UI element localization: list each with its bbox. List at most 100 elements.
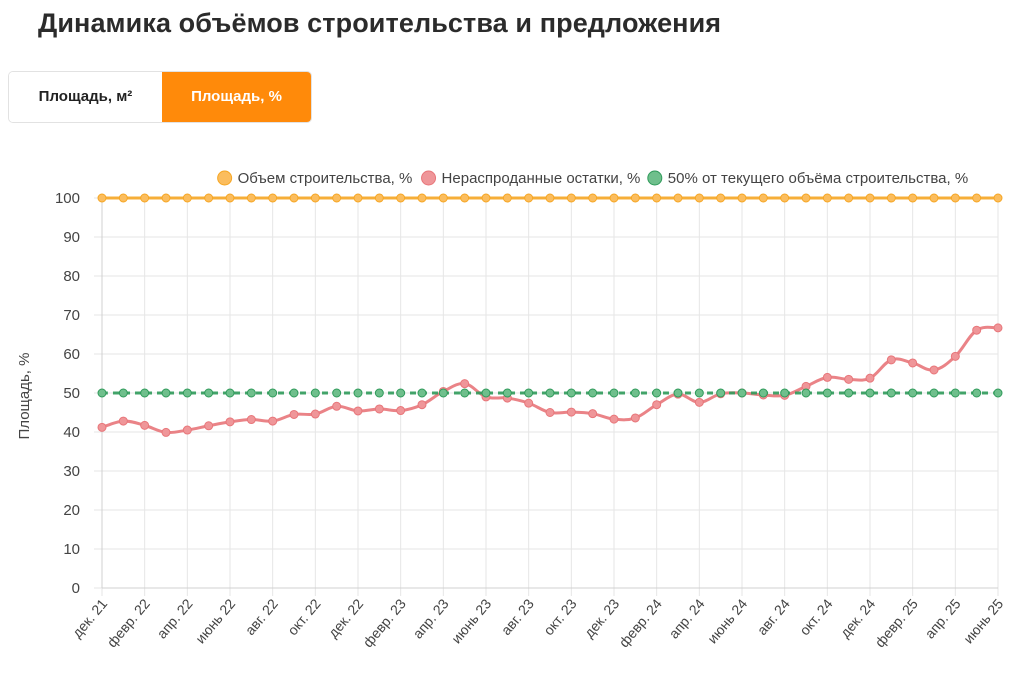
legend-marker — [647, 170, 663, 186]
data-point — [118, 193, 128, 203]
legend-item-1: Нераспроданные остатки, % — [421, 170, 640, 187]
x-tick-label: апр. 23 — [409, 595, 451, 641]
data-point — [545, 408, 555, 417]
data-point — [417, 400, 427, 410]
data-point — [652, 193, 662, 203]
data-point — [673, 193, 683, 203]
data-point — [758, 388, 768, 398]
series-2 — [97, 388, 1003, 398]
x-tick-label: дек. 23 — [581, 595, 623, 640]
data-point — [908, 388, 918, 398]
data-point — [929, 365, 939, 375]
data-point — [908, 193, 918, 203]
data-point — [950, 193, 960, 203]
data-point — [566, 407, 576, 417]
y-tick-label: 40 — [63, 424, 80, 441]
legend-marker — [217, 170, 233, 186]
data-point — [780, 193, 790, 203]
data-point — [908, 358, 918, 368]
data-point — [630, 193, 640, 203]
data-point — [225, 417, 235, 427]
x-tick-label: февр. 22 — [103, 595, 153, 650]
data-point — [502, 193, 512, 203]
data-point — [972, 193, 982, 203]
x-tick-label: июнь 23 — [448, 595, 494, 646]
y-tick-label: 0 — [72, 580, 80, 597]
data-point — [844, 374, 854, 384]
data-point — [289, 193, 299, 203]
data-point — [673, 388, 683, 398]
data-point — [182, 193, 192, 203]
data-point — [310, 388, 320, 398]
data-point — [246, 388, 256, 398]
series-0 — [97, 193, 1003, 203]
data-point — [822, 388, 832, 398]
data-point — [161, 193, 171, 203]
data-point — [460, 388, 470, 398]
data-point — [353, 406, 363, 416]
data-point — [481, 193, 491, 203]
data-point — [588, 388, 598, 398]
data-point — [630, 413, 640, 423]
data-point — [524, 193, 534, 203]
data-point — [460, 379, 470, 389]
x-tick-label: дек. 24 — [837, 595, 879, 640]
data-point — [502, 388, 512, 398]
data-point — [993, 388, 1003, 398]
data-point — [886, 355, 896, 365]
data-point — [822, 372, 832, 382]
x-tick-label: дек. 22 — [325, 595, 367, 640]
y-tick-label: 60 — [63, 346, 80, 363]
series-1 — [97, 323, 1003, 437]
data-point — [566, 388, 576, 398]
data-point — [929, 193, 939, 203]
x-tick-label: февр. 24 — [615, 595, 665, 650]
data-point — [694, 193, 704, 203]
data-point — [694, 397, 704, 407]
data-point — [182, 425, 192, 435]
data-point — [268, 416, 278, 426]
page-title: Динамика объёмов строительства и предлож… — [38, 8, 722, 38]
x-tick-label: авг. 24 — [754, 595, 793, 638]
data-point — [332, 193, 342, 203]
data-point — [801, 193, 811, 203]
x-tick-label: февр. 25 — [871, 595, 921, 650]
y-axis-ticks: 0 10 20 30 40 50 60 70 80 90 100 — [55, 190, 80, 597]
y-tick-label: 20 — [63, 502, 80, 519]
data-point — [268, 388, 278, 398]
x-tick-label: окт. 23 — [540, 595, 580, 638]
data-point — [204, 388, 214, 398]
data-point — [310, 409, 320, 419]
x-tick-label: окт. 22 — [284, 595, 324, 638]
data-point — [396, 388, 406, 398]
data-point — [118, 388, 128, 398]
data-point — [353, 388, 363, 398]
y-tick-label: 30 — [63, 463, 80, 480]
legend-item-0: Объем строительства, % — [217, 170, 412, 187]
data-point — [758, 193, 768, 203]
x-tick-label: авг. 23 — [498, 595, 537, 638]
data-point — [630, 388, 640, 398]
data-point — [652, 388, 662, 398]
data-point — [374, 193, 384, 203]
data-point — [118, 416, 128, 426]
x-tick-label: дек. 21 — [69, 595, 111, 640]
tab-area-m2[interactable]: Площадь, м² — [9, 72, 162, 122]
x-tick-label: авг. 22 — [242, 595, 281, 638]
data-point — [438, 193, 448, 203]
data-point — [694, 388, 704, 398]
data-point — [310, 193, 320, 203]
data-point — [652, 400, 662, 410]
tab-area-percent[interactable]: Площадь, % — [162, 72, 311, 122]
data-point — [289, 409, 299, 419]
data-point — [822, 193, 832, 203]
data-point — [332, 388, 342, 398]
data-point — [865, 193, 875, 203]
data-point — [182, 388, 192, 398]
y-tick-label: 10 — [63, 541, 80, 558]
data-point — [246, 415, 256, 425]
x-tick-label: окт. 24 — [796, 595, 836, 638]
data-point — [524, 388, 534, 398]
